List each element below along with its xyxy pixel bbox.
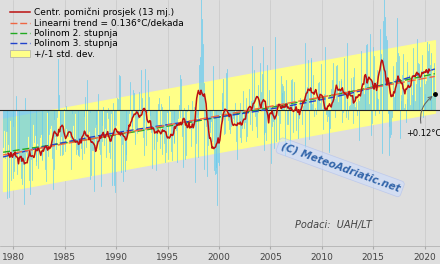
Text: Podaci:  UAH/LT: Podaci: UAH/LT: [295, 220, 372, 230]
Text: +0.12°C: +0.12°C: [406, 97, 440, 138]
Legend: Centr. pomični prosjek (13 mj.), Linearni trend = 0.136°C/dekada, Polinom 2. stu: Centr. pomični prosjek (13 mj.), Linearn…: [9, 7, 185, 60]
Text: (C) MeteoAdriatic.net: (C) MeteoAdriatic.net: [279, 141, 401, 194]
